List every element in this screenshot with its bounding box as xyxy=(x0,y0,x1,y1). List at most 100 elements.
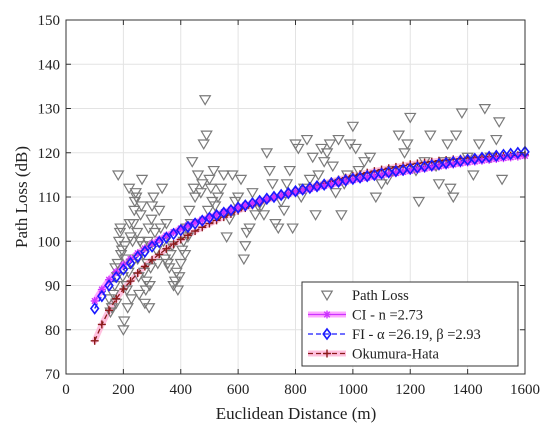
path-loss-point xyxy=(211,192,225,204)
path-loss-point xyxy=(309,210,322,221)
path-loss-point xyxy=(495,174,509,186)
path-loss-point xyxy=(142,303,156,314)
path-loss-point xyxy=(134,210,147,221)
path-loss-point xyxy=(404,112,417,124)
path-loss-point xyxy=(122,267,135,279)
path-loss-point xyxy=(226,170,239,181)
path-loss-point xyxy=(135,201,148,212)
fi-marker xyxy=(470,152,480,166)
path-loss-point xyxy=(447,192,460,204)
fi-marker xyxy=(147,240,157,253)
okumura-hata-marker xyxy=(133,269,142,278)
path-loss-point xyxy=(260,148,274,159)
path-loss-point xyxy=(197,139,210,151)
path-loss-point xyxy=(392,130,406,142)
x-tick-label: 600 xyxy=(227,382,250,398)
okumura-hata-marker xyxy=(112,294,121,303)
x-axis-title: Euclidean Distance (m) xyxy=(216,404,377,423)
path-loss-point xyxy=(449,130,463,142)
fi-marker xyxy=(254,194,265,208)
path-loss-point xyxy=(168,276,182,288)
path-loss-point xyxy=(171,285,185,297)
fi-marker xyxy=(104,279,114,292)
fi-marker xyxy=(376,167,387,180)
path-loss-point xyxy=(127,219,140,230)
path-loss-point xyxy=(220,232,233,243)
legend-okumura-marker xyxy=(323,349,331,358)
path-loss-point xyxy=(272,223,285,235)
path-loss-point xyxy=(292,143,305,155)
path-loss-point xyxy=(263,165,276,177)
fi-marker xyxy=(269,190,279,204)
fi-marker xyxy=(247,196,258,210)
okumura-hata-marker xyxy=(162,244,171,253)
fi-marker xyxy=(419,160,430,173)
path-loss-point xyxy=(204,183,218,195)
legend-item: FI - α =26.19, β =2.93 xyxy=(308,327,481,343)
path-loss-point xyxy=(492,117,506,128)
path-loss-point xyxy=(444,183,457,195)
path-loss-point xyxy=(249,210,262,221)
fi-marker xyxy=(462,153,473,167)
path-loss-point xyxy=(120,285,134,297)
y-tick-label: 120 xyxy=(38,146,61,162)
path-loss-point xyxy=(266,179,279,190)
path-loss-point xyxy=(277,205,291,217)
okumura-hata-marker xyxy=(176,235,185,244)
path-loss-point xyxy=(130,192,143,204)
y-tick-label: 80 xyxy=(45,323,60,339)
fi-marker xyxy=(111,270,121,284)
path-loss-point xyxy=(243,223,256,235)
path-loss-point xyxy=(147,192,160,204)
fi-marker xyxy=(391,164,401,178)
path-loss-point xyxy=(207,165,220,177)
tick-labels: 0 200 400 600 800 1000 1200 1400 1600 70 80 90 100 11… xyxy=(38,13,541,398)
path-loss-point xyxy=(280,179,294,190)
path-loss-point xyxy=(335,210,348,221)
fi-marker xyxy=(491,149,502,163)
path-loss-point xyxy=(113,227,127,239)
path-loss-point xyxy=(125,294,138,305)
path-loss-point xyxy=(478,104,492,115)
okumura-hata-marker xyxy=(90,336,99,345)
x-tick-label: 800 xyxy=(284,382,307,398)
path-loss-point xyxy=(183,205,196,217)
fi-marker xyxy=(240,199,251,212)
legend: Path Loss CI - n =2.73 FI - α =26.19, β =2… xyxy=(301,281,519,367)
path-loss-point xyxy=(173,272,186,283)
path-loss-point xyxy=(201,205,215,217)
path-loss-point xyxy=(145,214,158,226)
fi-marker xyxy=(132,250,143,264)
path-loss-point xyxy=(303,174,317,186)
path-loss-point xyxy=(472,139,486,151)
legend-label: Path Loss xyxy=(352,288,409,304)
fi-marker xyxy=(262,192,272,206)
legend-label: Okumura-Hata xyxy=(352,347,440,363)
fi-marker xyxy=(348,172,358,186)
path-loss-point xyxy=(246,188,259,199)
x-tick-label: 1000 xyxy=(338,382,368,398)
path-loss-point xyxy=(412,196,426,208)
path-loss-point xyxy=(185,157,199,168)
path-loss-point xyxy=(178,250,192,261)
fi-marker xyxy=(118,263,129,276)
fi-marker xyxy=(140,245,150,258)
okumura-hata-marker xyxy=(105,306,114,315)
path-loss-point xyxy=(154,223,167,235)
fi-marker xyxy=(362,169,372,183)
fi-marker xyxy=(226,203,236,217)
fi-marker xyxy=(161,231,172,245)
path-loss-point xyxy=(114,223,127,235)
okumura-hata-marker xyxy=(97,320,106,329)
path-loss-point xyxy=(320,148,334,159)
legend-item: Okumura-Hata xyxy=(308,347,440,363)
okumura-hata-marker xyxy=(140,262,149,271)
path-loss-point xyxy=(214,183,228,195)
path-loss-point xyxy=(467,170,480,181)
path-loss-point xyxy=(121,303,134,314)
legend-path-loss-key xyxy=(320,290,334,302)
path-loss-point xyxy=(118,241,132,252)
x-tick-label: 1200 xyxy=(395,382,425,398)
y-tick-label: 130 xyxy=(38,102,61,118)
